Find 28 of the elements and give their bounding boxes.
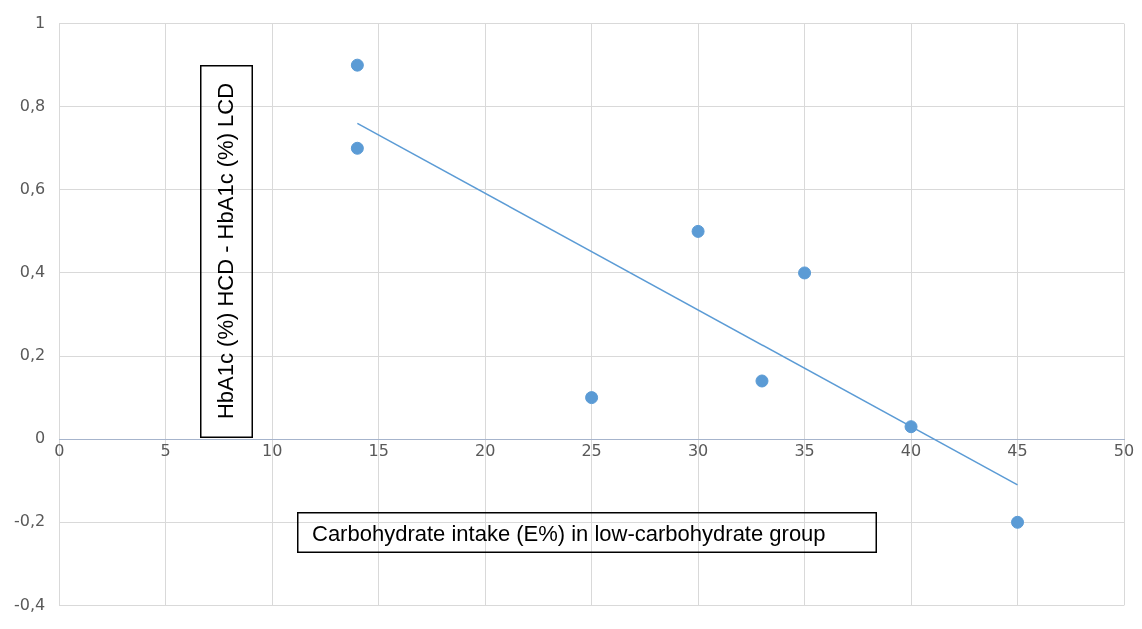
x-tick-label: 15	[368, 440, 389, 460]
y-tick-label: -0,4	[14, 594, 46, 614]
y-axis-title: HbA1c (%) HCD - HbA1c (%) LCD	[213, 82, 239, 420]
point	[350, 141, 364, 155]
y-tick-label: 0,6	[19, 178, 46, 198]
x-tick-label: 35	[794, 440, 815, 460]
point	[350, 58, 364, 72]
y-tick-label: 1	[35, 12, 46, 32]
x-tick-label: 40	[900, 440, 922, 460]
x-tick-label: 50	[1113, 440, 1135, 460]
x-tick-label: 30	[687, 440, 709, 460]
point	[798, 266, 812, 280]
x-tick-label: 20	[474, 440, 496, 460]
x-tick-label: 25	[581, 440, 602, 460]
point	[1011, 515, 1025, 529]
point	[691, 224, 705, 238]
point	[585, 391, 599, 405]
x-tick-label: 10	[262, 440, 283, 460]
y-tick-label: 0,4	[19, 262, 46, 282]
x-axis-title: Carbohydrate intake (E%) in low-carbohydrate group	[311, 520, 827, 548]
y-tick-label: 0,8	[19, 95, 46, 115]
x-tick-label: 45	[1007, 440, 1028, 460]
x-tick-label: 5	[160, 440, 171, 460]
point	[755, 374, 769, 388]
point	[904, 420, 918, 434]
x-tick-label: 0	[54, 440, 65, 460]
y-tick-label: -0,2	[14, 511, 46, 531]
y-tick-label: 0,2	[19, 345, 46, 365]
